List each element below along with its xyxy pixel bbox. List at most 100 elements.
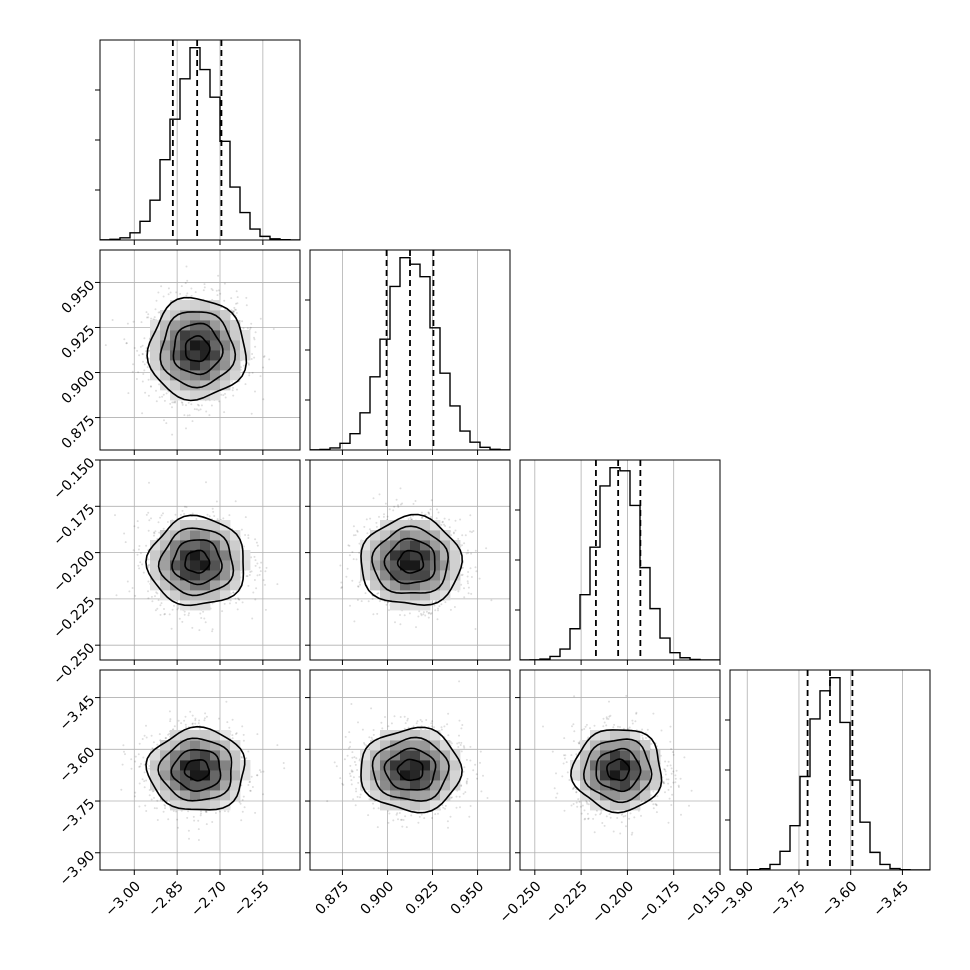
scatter-point xyxy=(163,399,166,402)
scatter-point xyxy=(356,530,359,533)
scatter-point xyxy=(197,404,200,407)
scatter-point xyxy=(136,553,139,556)
density-cell xyxy=(440,560,451,571)
scatter-point xyxy=(244,516,247,519)
scatter-point xyxy=(143,363,146,366)
scatter-point xyxy=(178,617,181,620)
scatter-point xyxy=(240,528,243,531)
scatter-point xyxy=(131,370,134,373)
scatter-point xyxy=(449,608,452,611)
scatter-point xyxy=(145,544,148,547)
density-cell xyxy=(180,540,191,551)
scatter-point xyxy=(130,767,133,770)
scatter-point xyxy=(147,529,150,532)
density-cell xyxy=(190,380,201,391)
scatter-point xyxy=(253,336,255,339)
scatter-point xyxy=(202,610,205,613)
scatter-point xyxy=(185,506,188,509)
density-cell xyxy=(170,540,181,551)
density-cell xyxy=(370,530,381,541)
y-tick-label: 0.875 xyxy=(59,413,99,453)
density-cell xyxy=(420,530,431,541)
scatter-point xyxy=(158,733,161,736)
scatter-point xyxy=(160,285,163,288)
scatter-point xyxy=(148,481,150,484)
scatter-point xyxy=(190,287,193,290)
density-cell xyxy=(220,310,231,321)
density-cell xyxy=(230,550,241,561)
scatter-point xyxy=(366,532,369,535)
scatter-point xyxy=(168,613,171,616)
scatter-point xyxy=(422,611,425,614)
density-cell xyxy=(200,340,211,351)
density-cell xyxy=(390,520,401,531)
scatter-point xyxy=(146,366,149,369)
scatter-point xyxy=(164,804,167,807)
scatter-point xyxy=(364,592,367,595)
scatter-point xyxy=(125,342,128,345)
density-cell xyxy=(230,320,241,331)
scatter-point xyxy=(351,551,354,553)
density-cell xyxy=(150,350,161,361)
histogram-step-line xyxy=(520,466,720,660)
scatter-point xyxy=(466,575,469,578)
density-cell xyxy=(400,520,411,531)
scatter-point xyxy=(256,562,259,565)
density-cell xyxy=(180,550,191,561)
scatter-point xyxy=(167,287,170,290)
scatter-point xyxy=(115,594,118,597)
scatter-point xyxy=(365,518,368,521)
scatter-point xyxy=(203,286,206,289)
scatter-point xyxy=(143,771,146,774)
scatter-point xyxy=(467,552,470,554)
density-panel-0-3: −3.00 −2.85 −2.70 −2.55−3.90−3.75−3.60−3.45 xyxy=(57,669,301,920)
scatter-point xyxy=(245,296,248,299)
density-cell xyxy=(390,590,401,601)
scatter-point xyxy=(490,599,493,602)
scatter-point xyxy=(462,566,464,569)
scatter-point xyxy=(152,318,155,321)
scatter-point xyxy=(237,598,240,601)
scatter-point xyxy=(264,583,266,586)
scatter-point xyxy=(137,548,140,551)
scatter-point xyxy=(170,627,173,630)
density-cell xyxy=(430,530,441,541)
scatter-point xyxy=(424,614,427,617)
density-cell xyxy=(450,560,461,571)
scatter-point xyxy=(191,420,194,423)
density-cell xyxy=(190,300,201,311)
scatter-point xyxy=(136,349,139,352)
density-cell xyxy=(200,310,211,321)
scatter-point xyxy=(205,481,207,484)
scatter-point xyxy=(437,511,440,514)
scatter-point xyxy=(340,586,343,589)
density-cell xyxy=(390,560,401,571)
scatter-point xyxy=(457,590,460,593)
scatter-point xyxy=(241,601,244,604)
scatter-point xyxy=(172,401,175,404)
density-cell xyxy=(180,390,191,401)
density-cell xyxy=(180,370,191,381)
scatter-point xyxy=(147,590,149,593)
scatter-point xyxy=(179,513,182,516)
scatter-point xyxy=(223,411,226,414)
scatter-point xyxy=(264,570,267,573)
scatter-point xyxy=(461,544,463,547)
density-cell xyxy=(400,530,411,541)
scatter-point xyxy=(255,587,258,590)
scatter-point xyxy=(193,819,196,822)
density-cell xyxy=(150,560,161,571)
density-cell xyxy=(240,560,251,571)
density-cell xyxy=(380,570,391,581)
density-cell xyxy=(440,530,451,541)
density-cell xyxy=(370,550,381,561)
scatter-point xyxy=(448,526,451,529)
density-cell xyxy=(220,350,231,361)
density-cell xyxy=(380,580,391,591)
density-cell xyxy=(240,330,251,341)
density-cell xyxy=(430,570,441,581)
density-cell xyxy=(370,570,381,581)
scatter-point xyxy=(156,537,159,540)
density-cell xyxy=(190,530,201,541)
scatter-point xyxy=(243,806,246,809)
